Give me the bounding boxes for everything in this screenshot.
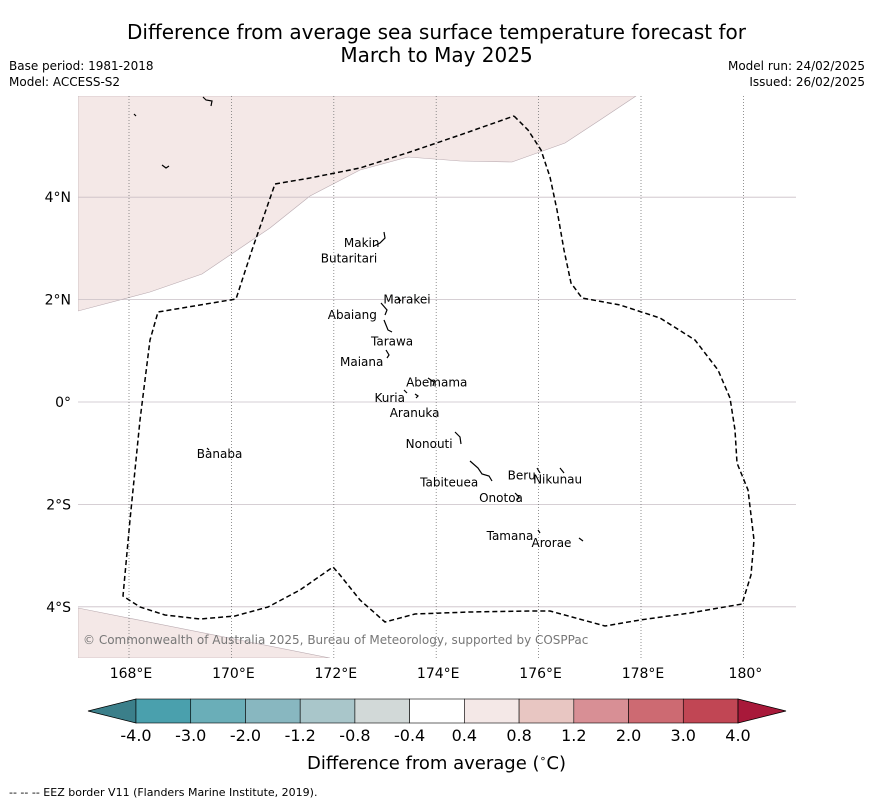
title-line-2: March to May 2025 xyxy=(340,43,533,67)
island-makin xyxy=(373,231,386,247)
island-tabiteuea xyxy=(469,460,493,482)
colorbar-segment xyxy=(682,698,739,724)
lat-tick-label: 4°N xyxy=(45,190,71,206)
colorbar-tick-label: 0.8 xyxy=(506,726,531,745)
place-label-makin: Makin xyxy=(344,236,380,250)
colorbar-title-prefix: Difference from average ( xyxy=(306,753,540,774)
lon-tick-label: 176°E xyxy=(519,666,562,682)
island-tamana xyxy=(537,529,541,534)
colorbar-segment xyxy=(354,698,410,724)
lat-tick-label: 2°N xyxy=(45,293,71,309)
latitude-axis: 4°N 2°N 0° 2°S 4°S xyxy=(45,190,72,616)
island-onotoa xyxy=(514,492,520,501)
gridlines xyxy=(78,96,796,658)
island-maiana xyxy=(385,349,390,359)
island-banaba xyxy=(206,447,210,451)
colorbar-segment xyxy=(135,698,192,724)
place-label-abaiang: Abaiang xyxy=(328,308,377,322)
colorbar-tick-label: -4.0 xyxy=(120,726,151,745)
place-label-beru: Beru xyxy=(508,469,536,483)
colorbar-segment xyxy=(409,698,465,724)
place-label-aranuka: Aranuka xyxy=(390,406,440,420)
lon-tick-label: 168°E xyxy=(110,666,153,682)
lat-tick-label: 2°S xyxy=(46,497,71,513)
island-nikunau xyxy=(559,467,565,474)
issued-date: Issued: 26/02/2025 xyxy=(749,75,865,89)
colorbar-tick-label: -0.4 xyxy=(394,726,425,745)
lon-tick-label: 172°E xyxy=(315,666,358,682)
place-label-maiana: Maiana xyxy=(340,355,383,369)
place-label-butaritari: Butaritari xyxy=(321,252,378,266)
place-label-tamana: Tamana xyxy=(486,529,534,543)
longitude-axis: 168°E 170°E 172°E 174°E 176°E 178°E 180° xyxy=(110,666,763,682)
place-labels: Makin Butaritari Marakei Abaiang Tarawa Maian… xyxy=(197,236,582,550)
lat-tick-label: 4°S xyxy=(46,600,71,616)
chart-title: Difference from average sea surface temp… xyxy=(0,21,873,67)
island-abaiang xyxy=(380,302,388,316)
place-label-banaba: Banaba xyxy=(197,447,243,461)
place-label-onotoa: Onotoa xyxy=(479,491,523,505)
model-run: Model run: 24/02/2025 xyxy=(727,59,865,73)
island-aranuka xyxy=(414,393,419,399)
colorbar-title-suffix: C) xyxy=(546,753,567,774)
lon-tick-label: 174°E xyxy=(417,666,460,682)
place-label-nonouti: Nonouti xyxy=(406,437,453,451)
place-label-kuria: Kuria xyxy=(374,391,405,405)
place-label-abemama: Abemama xyxy=(406,376,467,390)
colorbar-segment xyxy=(299,698,356,724)
colorbar-segment xyxy=(573,698,629,724)
colorbar-tick-label: -3.0 xyxy=(175,726,206,745)
meta-left: Base period: 1981-2018 Model: ACCESS-S2 xyxy=(9,58,154,90)
colorbar-over-arrow xyxy=(737,698,787,724)
lon-tick-label: 178°E xyxy=(622,666,665,682)
colorbar-tick-label: -1.2 xyxy=(285,726,316,745)
island-nw-1 xyxy=(133,113,137,117)
colorbar-tick-label: 1.2 xyxy=(561,726,586,745)
place-label-nikunau: Nikunau xyxy=(533,473,582,487)
colorbar-tick-label: 0.4 xyxy=(452,726,477,745)
colorbar-tick-label: -0.8 xyxy=(339,726,370,745)
place-label-marakei: Marakei xyxy=(383,293,430,307)
map-area: Makin Butaritari Marakei Abaiang Tarawa Maian… xyxy=(78,96,796,658)
colorbar-segment xyxy=(628,698,684,724)
island-arorae xyxy=(578,537,584,542)
place-label-tabiteuea: Tabiteuea xyxy=(419,476,478,490)
colorbar-tick-label: -2.0 xyxy=(230,726,261,745)
lat-tick-label: 0° xyxy=(55,395,71,411)
island-abemama xyxy=(427,377,435,387)
colorbar-segment xyxy=(245,698,301,724)
colorbar-segment xyxy=(518,698,575,724)
island-tarawa xyxy=(383,319,393,333)
colorbar-segment xyxy=(190,698,246,724)
colorbar-segment xyxy=(464,698,520,724)
lon-tick-label: 180° xyxy=(729,666,763,682)
lon-tick-label: 170°E xyxy=(212,666,255,682)
degree-symbol: ∘ xyxy=(539,752,547,765)
title-line-1: Difference from average sea surface temp… xyxy=(126,20,746,44)
colorbar-tick-label: 3.0 xyxy=(671,726,696,745)
copyright-notice: © Commonwealth of Australia 2025, Bureau… xyxy=(83,633,588,647)
eez-border xyxy=(122,115,755,627)
meta-right: Model run: 24/02/2025 Issued: 26/02/2025 xyxy=(728,58,865,90)
colorbar-under-arrow xyxy=(87,698,137,724)
colorbar-tick-label: 2.0 xyxy=(616,726,641,745)
island-outlines xyxy=(133,96,584,542)
place-label-arorae: Arorae xyxy=(532,536,572,550)
eez-footnote: -- -- -- EEZ border V11 (Flanders Marine… xyxy=(9,786,318,799)
island-nw-3 xyxy=(202,96,213,107)
anomaly-region-north xyxy=(78,96,637,312)
island-kuria xyxy=(403,389,408,394)
colorbar: -4.0 -3.0 -2.0 -1.2 -0.8 -0.4 0.4 0.8 1.2 2.0 3.0 4… xyxy=(87,698,787,745)
island-beru xyxy=(536,467,541,474)
place-label-tarawa: Tarawa xyxy=(370,334,413,348)
anomaly-region-south xyxy=(78,607,331,658)
island-nonouti xyxy=(454,431,462,445)
island-nw-2 xyxy=(161,164,170,169)
colorbar-tick-label: 4.0 xyxy=(725,726,750,745)
island-marakei xyxy=(397,297,402,302)
base-period: Base period: 1981-2018 xyxy=(9,59,154,73)
model-name: Model: ACCESS-S2 xyxy=(9,75,121,89)
colorbar-title: Difference from average (∘C) xyxy=(0,752,873,774)
